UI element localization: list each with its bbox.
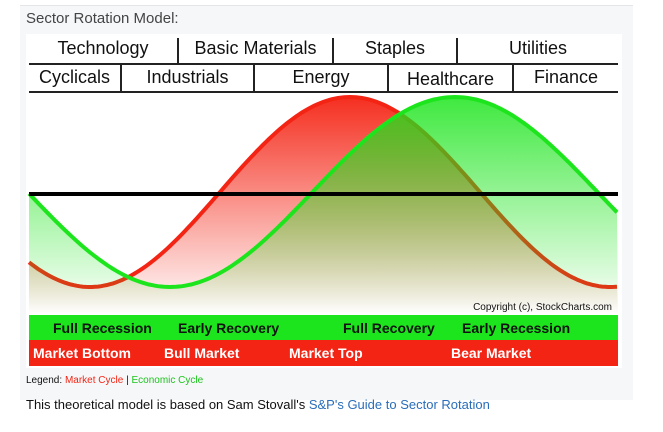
sector-healthcare: Healthcare xyxy=(387,65,512,91)
market-cycle-band: Market Bottom Bull Market Market Top Bea… xyxy=(29,340,618,366)
phase-full-recovery: Full Recovery xyxy=(343,320,435,336)
sector-finance: Finance xyxy=(512,65,618,91)
cycle-curves xyxy=(27,94,619,314)
phase-early-recovery: Early Recovery xyxy=(178,320,280,336)
sector-row-top: Technology Basic Materials Staples Utili… xyxy=(29,38,618,65)
legend: Legend: Market Cycle | Economic Cycle xyxy=(26,375,203,386)
footer-note: This theoretical model is based on Sam S… xyxy=(26,397,490,412)
copyright: Copyright (c), StockCharts.com xyxy=(473,302,612,313)
phase-bull-market: Bull Market xyxy=(164,345,240,361)
phase-bear-market: Bear Market xyxy=(451,345,532,361)
sector-energy: Energy xyxy=(253,65,387,91)
phase-market-bottom: Market Bottom xyxy=(33,345,132,361)
footer-text: This theoretical model is based on Sam S… xyxy=(26,397,309,412)
economic-cycle-band: Full Recession Early Recovery Full Recov… xyxy=(29,315,618,341)
legend-label: Legend: xyxy=(26,375,63,386)
legend-economic-cycle: Economic Cycle xyxy=(131,375,204,386)
page-title: Sector Rotation Model: xyxy=(26,10,179,27)
economic-cycle-curve xyxy=(27,94,619,290)
sector-staples: Staples xyxy=(332,38,456,63)
sector-utilities: Utilities xyxy=(456,38,618,63)
guide-link[interactable]: S&P's Guide to Sector Rotation xyxy=(308,397,490,412)
legend-separator: | xyxy=(126,375,129,386)
legend-market-cycle: Market Cycle xyxy=(64,375,124,386)
phase-early-recession: Early Recession xyxy=(462,320,571,336)
sector-cyclicals: Cyclicals xyxy=(38,67,110,87)
sector-basic-materials: Basic Materials xyxy=(177,38,332,63)
economic-cycle-area xyxy=(29,97,618,314)
sector-rotation-diagram: Technology Basic Materials Staples Utili… xyxy=(26,34,622,368)
sector-row-bottom: Cyclicals Industrials Energy Healthcare … xyxy=(29,65,618,93)
phase-full-recession: Full Recession xyxy=(53,320,152,336)
phase-market-top: Market Top xyxy=(289,345,363,361)
sector-technology: Technology xyxy=(57,38,149,58)
sector-industrials: Industrials xyxy=(120,65,253,91)
